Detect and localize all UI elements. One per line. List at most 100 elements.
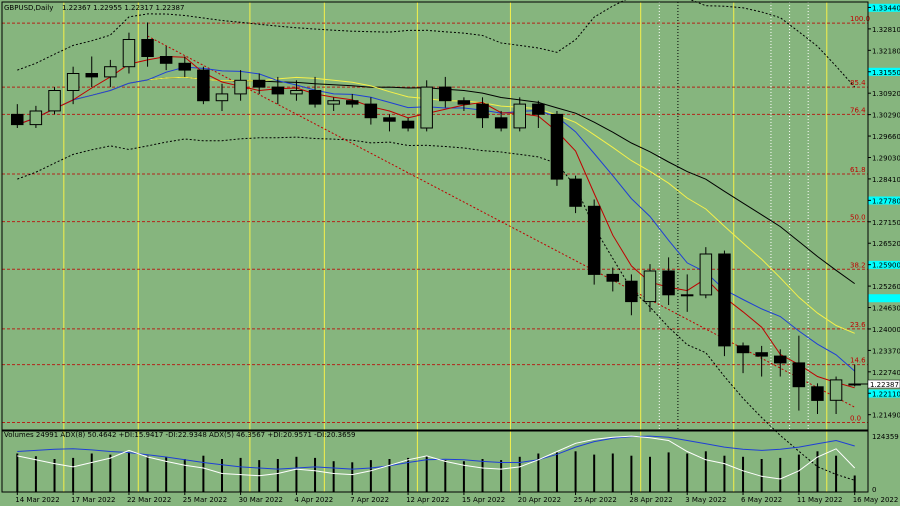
candle-body bbox=[271, 86, 285, 95]
x-tick-label: 25 Apr 2022 bbox=[574, 496, 617, 504]
y-tick-label: 1.23370 bbox=[872, 347, 900, 355]
price-level-marker bbox=[868, 196, 900, 205]
y-tick-label: 1.29660 bbox=[872, 133, 900, 141]
x-tick-label: 20 Apr 2022 bbox=[518, 496, 561, 504]
candle-body bbox=[215, 93, 229, 102]
x-tick-label: 12 Apr 2022 bbox=[406, 496, 449, 504]
candle-body bbox=[718, 253, 731, 347]
y-tick-label: 1.24630 bbox=[872, 305, 900, 313]
candle-body bbox=[699, 253, 713, 296]
chart-title: GBPUSD,Daily bbox=[4, 4, 53, 12]
price-level-marker bbox=[868, 389, 900, 398]
candle-body bbox=[476, 103, 489, 119]
fib-level-label: 61.8 bbox=[850, 166, 866, 174]
date-axis: 14 Mar 2022 17 Mar 2022 22 Mar 2022 25 Mar … bbox=[15, 492, 898, 504]
fib-level-label: 85.4 bbox=[850, 79, 866, 87]
x-tick-label: 11 May 2022 bbox=[797, 496, 843, 504]
candle-body bbox=[643, 270, 657, 303]
candle-body bbox=[550, 113, 564, 180]
candle-body bbox=[85, 73, 98, 78]
x-tick-label: 15 Apr 2022 bbox=[462, 496, 505, 504]
y-tick-label: 1.28410 bbox=[872, 176, 900, 184]
indicator-panel: 124359 0 bbox=[16, 433, 899, 494]
candle-body bbox=[774, 355, 787, 364]
fib-level-label: 0.0 bbox=[850, 415, 861, 423]
candle-body bbox=[513, 103, 526, 129]
indicator-min-label: 0 bbox=[872, 486, 876, 494]
x-tick-label: 30 Mar 2022 bbox=[239, 496, 283, 504]
x-tick-label: 25 Mar 2022 bbox=[183, 496, 227, 504]
y-tick-label: 1.31550 bbox=[872, 69, 900, 77]
candle-body bbox=[11, 113, 24, 126]
y-tick-label: 1.25900 bbox=[872, 262, 900, 270]
trend-line bbox=[147, 35, 855, 408]
ma-blue bbox=[17, 66, 856, 372]
candle-body bbox=[66, 73, 80, 91]
candle-body bbox=[104, 66, 117, 78]
x-tick-label: 3 May 2022 bbox=[685, 496, 726, 504]
y-tick-label: 1.22110 bbox=[872, 390, 900, 398]
candle-body bbox=[811, 386, 824, 401]
candle-body bbox=[755, 352, 768, 357]
candle-body bbox=[327, 100, 340, 105]
y-tick-label: 1.32810 bbox=[872, 26, 900, 34]
candle-body bbox=[494, 117, 508, 129]
candle-body bbox=[587, 205, 601, 275]
y-tick-label: 1.26520 bbox=[872, 240, 900, 248]
price-level-marker bbox=[868, 294, 900, 303]
candle-body bbox=[680, 294, 694, 297]
moving-averages bbox=[17, 55, 856, 389]
x-tick-label: 6 May 2022 bbox=[741, 496, 782, 504]
price-level-markers bbox=[868, 3, 900, 398]
candle-body bbox=[364, 103, 378, 119]
candle-body bbox=[606, 273, 619, 282]
x-tick-label: 17 Mar 2022 bbox=[71, 496, 115, 504]
candle-body bbox=[829, 379, 843, 401]
ma-yellow bbox=[17, 76, 855, 334]
candle-body bbox=[29, 110, 43, 126]
candles bbox=[11, 22, 868, 414]
candle-body bbox=[308, 90, 322, 105]
candle-body bbox=[792, 362, 806, 388]
fib-level-label: 23.6 bbox=[850, 321, 866, 329]
adx-line-white bbox=[17, 435, 856, 480]
fib-level-label: 100.0 bbox=[850, 15, 870, 23]
current-price-label: 1.22387 bbox=[870, 381, 899, 389]
y-tick-label: 1.25260 bbox=[872, 283, 900, 291]
price-level-marker bbox=[868, 3, 900, 12]
candle-body bbox=[401, 120, 415, 129]
candle-body bbox=[159, 56, 173, 64]
candle-body bbox=[383, 117, 396, 122]
y-tick-label: 1.30290 bbox=[872, 112, 900, 120]
price-axis: 1.22387 1.33440 1.32810 1.32180 1.31550 1.309… bbox=[1, 1, 900, 493]
y-tick-label: 1.30920 bbox=[872, 90, 900, 98]
candle-body bbox=[439, 86, 452, 102]
y-tick-label: 1.24000 bbox=[872, 326, 900, 334]
indicator-header: Volumes 24991 ADX(8) 50.4642 +DI:15.9417… bbox=[4, 431, 355, 439]
ohlc-header: 1.22367 1.22955 1.22317 1.22387 bbox=[62, 4, 184, 12]
fib-level-label: 38.2 bbox=[850, 261, 866, 269]
fib-level-label: 50.0 bbox=[850, 214, 866, 222]
indicator-max-label: 124359 bbox=[872, 433, 899, 441]
candle-body bbox=[457, 100, 471, 105]
candle-body bbox=[290, 90, 303, 95]
candle-body bbox=[141, 39, 154, 57]
y-tick-label: 1.29030 bbox=[872, 154, 900, 162]
main-panel-frame bbox=[1, 1, 869, 431]
adx-line-blue bbox=[17, 435, 855, 470]
candle-body bbox=[662, 270, 675, 296]
candle-body bbox=[48, 90, 61, 112]
y-tick-label: 1.32180 bbox=[872, 47, 900, 55]
candle-body bbox=[122, 39, 136, 68]
y-tick-label: 1.27150 bbox=[872, 219, 900, 227]
candle-body bbox=[252, 79, 266, 88]
bollinger-bands bbox=[17, 0, 856, 481]
x-tick-label: 22 Mar 2022 bbox=[127, 496, 171, 504]
indicator-panel-frame bbox=[1, 430, 869, 493]
candle-body bbox=[197, 69, 210, 102]
price-level-marker bbox=[868, 67, 900, 76]
x-tick-label: 4 Apr 2022 bbox=[294, 496, 333, 504]
candle-body bbox=[420, 86, 433, 129]
